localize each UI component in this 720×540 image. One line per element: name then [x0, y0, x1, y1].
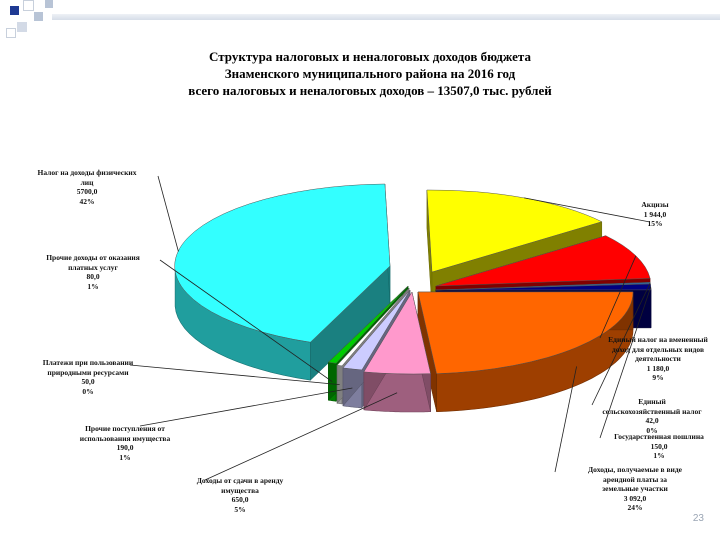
slice-percent: 0% — [646, 425, 658, 435]
slice-percent: 9% — [652, 373, 664, 382]
corner-decoration — [0, 0, 60, 44]
slice-label-7: Прочие поступления от использования имуще… — [55, 424, 195, 462]
slice-label-text: лиц — [80, 177, 94, 187]
chart-title: Структура налоговых и неналоговых доходо… — [80, 48, 660, 99]
slice-2 — [435, 235, 651, 287]
slice-value: 650,0 — [231, 495, 249, 504]
slice-9 — [327, 285, 409, 364]
slice-label-1: Акцизы 1 944,0 15% — [600, 200, 710, 229]
slice-label-text: платных услуг — [68, 262, 118, 272]
slice-label-text: имущества — [221, 485, 259, 495]
leader-line-4 — [599, 286, 652, 439]
corner-square — [34, 12, 43, 21]
slice-label-text: Прочие доходы от оказания — [46, 253, 140, 262]
slice-label-text: деятельности — [635, 354, 681, 363]
slice-label-text: Платежи при пользовании — [42, 358, 134, 367]
leader-line-2 — [599, 255, 637, 339]
slice-percent: 1% — [119, 452, 131, 462]
leader-line-3 — [591, 282, 651, 406]
leader-line-9 — [159, 259, 333, 383]
title-line-1: Структура налоговых и неналоговых доходо… — [209, 49, 531, 64]
slice-label-8: Платежи при пользовании природными ресурс… — [18, 358, 158, 396]
slice-value: 80,0 — [86, 272, 100, 281]
slice-label-text: использования имущества — [79, 433, 171, 443]
slice-label-text: земельные участки — [602, 484, 668, 493]
leader-line-8 — [129, 364, 340, 385]
slice-label-text: Единый — [638, 397, 666, 406]
leader-line-7 — [139, 387, 353, 427]
slice-label-text: Единый налог на вмененный — [608, 335, 708, 344]
leader-line-0 — [157, 175, 179, 252]
slice-percent: 24% — [627, 503, 643, 512]
slice-percent: 42% — [79, 196, 95, 206]
slice-label-0: Налог на доходы физических лиц 5700,0 42% — [12, 168, 162, 206]
pie-tops — [174, 183, 652, 375]
leader-lines — [129, 175, 652, 481]
slice-label-text: сельскохозяйственный налог — [602, 406, 702, 416]
page-number: 23 — [692, 513, 704, 524]
slice-7 — [342, 289, 411, 371]
slice-value: 150,0 — [650, 441, 668, 451]
slice-label-text: Акцизы — [641, 200, 669, 209]
slice-label-6: Доходы от сдачи в аренду имущества 650,0 5% — [170, 476, 310, 514]
slice-value: 42,0 — [645, 416, 659, 425]
slice-label-3: Единый сельскохозяйственный налог 42,0 0% — [588, 397, 716, 435]
slice-percent: 0% — [82, 386, 94, 396]
slice-label-text: Государственная пошлина — [614, 432, 704, 441]
slice-label-text: арендной платы за — [603, 474, 667, 484]
corner-square — [17, 22, 27, 32]
slice-label-text: Доходы, получаемые в виде — [588, 465, 682, 474]
corner-square — [23, 0, 34, 11]
top-rule — [52, 14, 720, 20]
slice-value: 50,0 — [81, 377, 95, 386]
title-line-2: Знаменского муниципального района на 201… — [224, 66, 516, 81]
slice-6 — [363, 291, 431, 375]
corner-square — [10, 6, 19, 15]
slice-percent: 5% — [234, 504, 246, 514]
slice-label-5: Доходы, получаемые в виде арендной платы … — [560, 465, 710, 513]
slice-percent: 15% — [647, 219, 663, 228]
corner-square — [6, 28, 16, 38]
slice-label-text: Доходы от сдачи в аренду — [196, 476, 284, 485]
slice-8 — [336, 287, 410, 367]
slice-label-text: доход для отдельных видов — [611, 344, 705, 354]
slice-label-text: природными ресурсами — [47, 367, 129, 377]
slice-label-text: Прочие поступления от — [85, 424, 165, 433]
slice-value: 1 180,0 — [646, 363, 670, 373]
slice-percent: 1% — [653, 451, 665, 460]
slice-label-text: Налог на доходы физических — [37, 168, 137, 177]
slice-percent: 1% — [87, 281, 99, 291]
slice-label-4: Государственная пошлина 150,0 1% — [598, 432, 720, 461]
slice-value: 3 092,0 — [623, 493, 647, 503]
slice-value: 190,0 — [116, 443, 134, 452]
slice-label-2: Единый налог на вмененный доход для отдел… — [598, 335, 718, 383]
corner-square — [45, 0, 53, 8]
title-line-3: всего налоговых и неналоговых доходов – … — [188, 83, 552, 98]
slice-label-9: Прочие доходы от оказания платных услуг 80… — [18, 253, 168, 291]
leader-line-5 — [554, 366, 577, 473]
slice-value: 5700,0 — [76, 187, 98, 196]
leader-line-6 — [204, 392, 398, 481]
slice-5 — [417, 291, 634, 374]
slice-value: 1 944,0 — [643, 209, 667, 219]
leader-line-1 — [524, 197, 651, 223]
